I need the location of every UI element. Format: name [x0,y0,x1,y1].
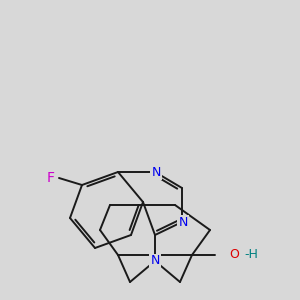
Text: N: N [178,215,188,229]
Text: N: N [151,166,161,178]
Text: F: F [47,171,55,185]
Text: N: N [150,254,160,268]
Text: -H: -H [244,248,258,262]
Text: O: O [229,248,239,262]
